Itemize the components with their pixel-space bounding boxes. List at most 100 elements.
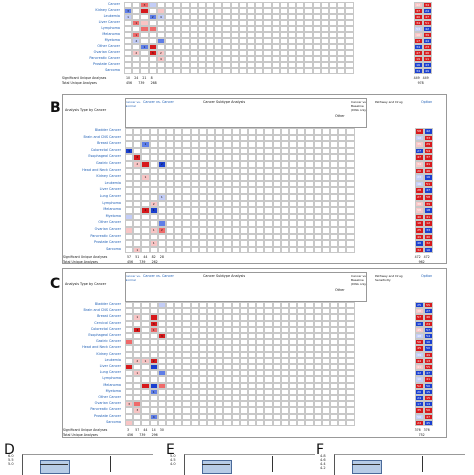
heatmap-cell (230, 68, 239, 74)
heatmap-cell (125, 227, 134, 234)
heatmap-cell (321, 246, 330, 254)
heatmap-cell (214, 8, 223, 14)
heatmap-cell (223, 370, 232, 377)
heatmap-cell (272, 357, 281, 364)
option-cell-right: 41 (423, 376, 433, 383)
heatmap-cell (197, 14, 206, 20)
heatmap-cell (248, 333, 257, 340)
heatmap-cell (248, 339, 257, 346)
heatmap-cell (173, 32, 182, 38)
heatmap-cell (166, 240, 175, 247)
heatmap-cell (321, 401, 330, 408)
heatmap-cell (346, 220, 355, 227)
heatmap-cell (182, 134, 191, 142)
heatmap-cell (248, 174, 257, 181)
heatmap-cell (141, 370, 150, 377)
heatmap-cell (207, 141, 216, 148)
heatmap-cell (271, 8, 280, 14)
heatmap-cell (304, 38, 313, 44)
heatmap-cell (125, 187, 134, 194)
heatmap-cell (174, 128, 183, 135)
heatmap-cell (248, 419, 257, 426)
heatmap-cell (222, 2, 231, 8)
heatmap-cell (256, 413, 265, 420)
heatmap-cell (345, 38, 354, 44)
heatmap-cell (296, 2, 305, 8)
heatmap-cell (206, 20, 215, 26)
heatmap-cell (133, 128, 142, 135)
heatmap-cell (239, 220, 248, 227)
heatmap-cell (125, 308, 134, 315)
heatmap-cell (321, 128, 330, 135)
option-cell-right: 57 (423, 326, 433, 333)
heatmap-cell (330, 167, 339, 175)
heatmap-cell (272, 128, 281, 135)
heatmap-cell (140, 68, 149, 74)
heatmap-cell (239, 128, 248, 135)
heatmap-cell (182, 187, 191, 194)
heatmap-cell (248, 240, 257, 247)
heatmap-cell (271, 14, 280, 20)
heatmap-cell (189, 20, 198, 26)
heatmap-cell (133, 187, 142, 194)
heatmap-cell (346, 174, 355, 181)
heatmap-cell (248, 154, 257, 161)
heatmap-cell (297, 419, 306, 426)
heatmap-cell (264, 339, 273, 346)
heatmap-cell (256, 161, 265, 168)
heatmap-cell (321, 302, 330, 309)
header-cancer-vs-cancer: Cancer vs. Cancer (143, 100, 174, 104)
heatmap-cell (133, 194, 142, 201)
row-label: Kidney Cancer (95, 8, 120, 12)
heatmap-cell (280, 207, 289, 214)
heatmap-cell (197, 8, 206, 14)
heatmap-cell: 2 (149, 357, 158, 364)
heatmap-cell (248, 207, 257, 214)
heatmap-cell (174, 213, 183, 221)
heatmap-cell (141, 147, 150, 155)
heatmap-cell (248, 395, 257, 402)
heatmap-cell (247, 8, 256, 14)
heatmap-cell (289, 333, 298, 340)
heatmap-cell (338, 351, 347, 358)
heatmap-cell (289, 194, 298, 201)
heatmap-cell (166, 351, 175, 358)
heatmap-cell (223, 161, 232, 168)
heatmap-cell (330, 200, 339, 208)
sig-value: 51 (135, 255, 140, 260)
heatmap-cell (215, 128, 224, 135)
heatmap-cell (305, 167, 314, 175)
heatmap-cell (305, 333, 314, 340)
heatmap-cell (313, 187, 322, 194)
heatmap-cell (174, 227, 183, 234)
heatmap-cell (338, 364, 347, 371)
heatmap-cell (255, 38, 264, 44)
heatmap-cell (313, 194, 322, 201)
option-cell-right: 49 (423, 351, 433, 358)
header-pathway: Pathway and Drug (375, 100, 403, 104)
heatmap-cell (256, 200, 265, 208)
heatmap-cell (330, 364, 339, 371)
heatmap-cell (296, 62, 305, 68)
option-cell-right: 46 (423, 314, 433, 321)
heatmap-cell (280, 161, 289, 168)
heatmap-cell (289, 167, 298, 175)
heatmap-cell (305, 246, 314, 254)
heatmap-cell: 3 (148, 50, 157, 56)
heatmap-cell (289, 180, 298, 188)
row-label: Gastric Cancer (95, 339, 121, 344)
heatmap-cell (190, 395, 199, 402)
heatmap-cell (256, 147, 265, 155)
heatmap-cell (239, 401, 248, 408)
heatmap-cell (297, 376, 306, 383)
heatmap-cell (239, 320, 248, 327)
heatmap-cell (280, 154, 289, 161)
heatmap-cell (165, 44, 174, 50)
heatmap-cell (271, 44, 280, 50)
heatmap-cell (263, 2, 272, 8)
heatmap-cell (125, 370, 134, 377)
option-cell-right: 11 (422, 56, 432, 62)
heatmap-cell (149, 174, 158, 181)
heatmap-cell (346, 370, 355, 377)
heatmap-cell (248, 382, 257, 389)
